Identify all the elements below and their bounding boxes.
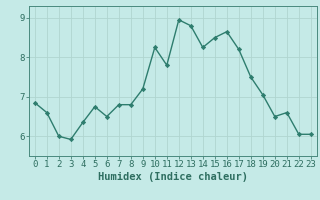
- X-axis label: Humidex (Indice chaleur): Humidex (Indice chaleur): [98, 172, 248, 182]
